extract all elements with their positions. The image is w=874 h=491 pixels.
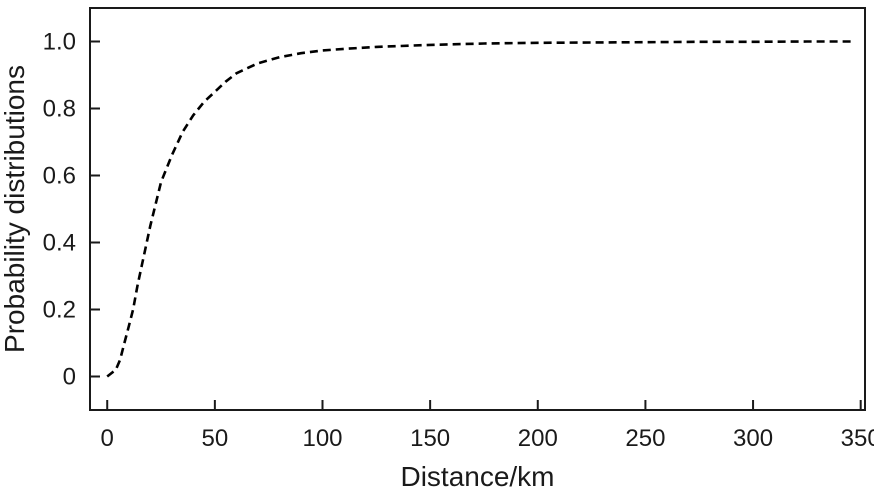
- plot-area-frame: [89, 7, 866, 411]
- series-layer: [106, 40, 855, 378]
- y-tick-label: 0.8: [43, 96, 76, 123]
- x-axis: 0 50 100 150 200 250 300 350: [101, 400, 874, 452]
- cdf-series-line: [106, 40, 855, 378]
- x-tick-label: 250: [625, 425, 665, 452]
- y-axis-title: Probability distributions: [0, 65, 30, 353]
- x-tick-label: 0: [101, 425, 114, 452]
- y-tick-label: 0.4: [43, 230, 76, 257]
- x-tick-label: 300: [733, 425, 773, 452]
- y-tick-label: 0: [63, 364, 76, 391]
- x-axis-title: Distance/km: [400, 461, 554, 491]
- y-tick-label: 1.0: [43, 29, 76, 56]
- y-tick-label: 0.2: [43, 297, 76, 324]
- x-tick-label: 200: [518, 425, 558, 452]
- x-tick-label: 150: [410, 425, 450, 452]
- y-axis: 0 0.2 0.4 0.6 0.8 1.0: [43, 29, 100, 391]
- x-tick-label: 350: [841, 425, 874, 452]
- x-tick-label: 50: [202, 425, 229, 452]
- y-tick-label: 0.6: [43, 163, 76, 190]
- x-tick-label: 100: [302, 425, 342, 452]
